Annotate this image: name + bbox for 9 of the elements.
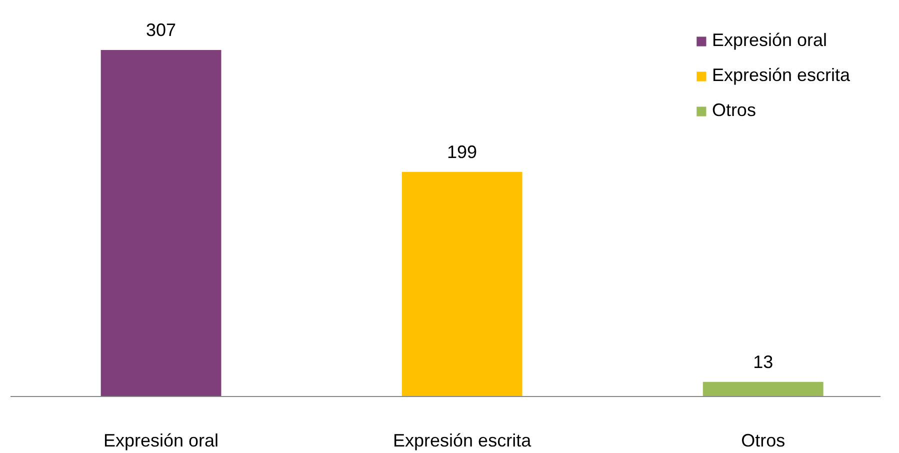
- data-label: 307: [146, 20, 176, 40]
- x-tick-label: Expresión oral: [103, 430, 219, 450]
- legend-label: Expresión oral: [712, 30, 827, 51]
- data-label: 13: [753, 352, 774, 372]
- legend-label: Expresión escrita: [712, 65, 850, 86]
- x-tick-label: Otros: [741, 430, 786, 450]
- x-tick-label: Expresión escrita: [393, 430, 532, 450]
- legend-label: Otros: [712, 100, 756, 121]
- data-label: 199: [447, 142, 478, 162]
